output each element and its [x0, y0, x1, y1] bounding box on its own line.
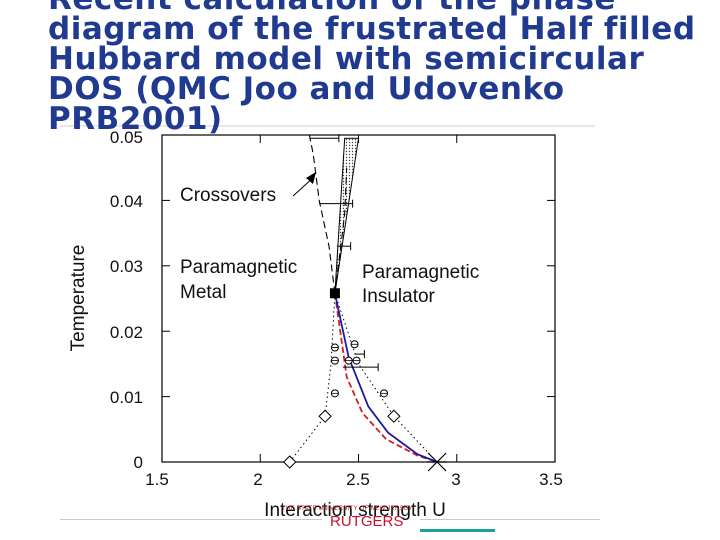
diamond-marker: [318, 409, 332, 423]
footer-university: THE STATE UNIVERSITY OF NEW JERSEY: [282, 506, 413, 512]
diamond-marker: [387, 409, 401, 423]
x-tick-label: 2: [253, 470, 262, 489]
rutgers-logo: RUTGERS: [330, 513, 404, 530]
insulator-dotted-line: [334, 293, 438, 463]
title-line: diagram of the frustrated Half filled: [48, 11, 696, 47]
title-line: PRB2001): [48, 101, 223, 137]
metal-dotted-line: [289, 293, 336, 463]
uc1-crossover-line: [308, 134, 336, 294]
critical-point-marker: [329, 288, 340, 299]
footer-divider-right: [420, 519, 600, 520]
phase-boundary-lines: [289, 134, 438, 463]
boundary-red-line: [334, 293, 438, 463]
insulator-label-line2: Insulator: [362, 286, 436, 307]
x-tick-label: 3: [451, 470, 460, 489]
title-line: Hubbard model with semicircular: [48, 41, 645, 77]
metal-label-line1: Paramagnetic: [180, 257, 297, 278]
y-axis-label: Temperature: [68, 245, 89, 352]
crossovers-label: Crossovers: [180, 185, 276, 206]
crossover-band: [334, 137, 360, 294]
error-bars: [309, 134, 379, 372]
slide-title: Recent calculation of the phase diagram …: [48, 0, 696, 137]
crossover-shaded-region: [334, 137, 360, 294]
x-tick-label: 1.5: [145, 470, 169, 489]
x-tick-label: 2.5: [346, 470, 370, 489]
y-tick-label: 0.02: [110, 323, 143, 342]
diamond-marker: [283, 455, 297, 469]
y-tick-label: 0.01: [110, 388, 143, 407]
y-tick-label: 0.04: [110, 192, 143, 211]
x-axis-label: Interaction strength U: [264, 500, 446, 521]
axis-ticks: [161, 134, 556, 463]
data-markers: [283, 288, 448, 472]
insulator-label-line1: Paramagnetic: [362, 262, 479, 283]
footer-divider-left: [60, 519, 322, 520]
y-tick-label: 0.05: [110, 128, 143, 147]
footer-accent-bar: [420, 529, 495, 532]
title-line: DOS (QMC Joo and Udovenko: [48, 71, 565, 107]
metal-label-line2: Metal: [180, 282, 226, 303]
y-tick-label: 0: [134, 453, 143, 472]
title-line: Recent calculation of the phase: [48, 0, 688, 15]
boundary-blue-line: [334, 293, 438, 463]
crossover-arrowhead: [306, 172, 316, 184]
y-tick-label: 0.03: [110, 257, 143, 276]
x-tick-label: 3.5: [539, 470, 563, 489]
uc2-crossover-line: [334, 167, 348, 294]
